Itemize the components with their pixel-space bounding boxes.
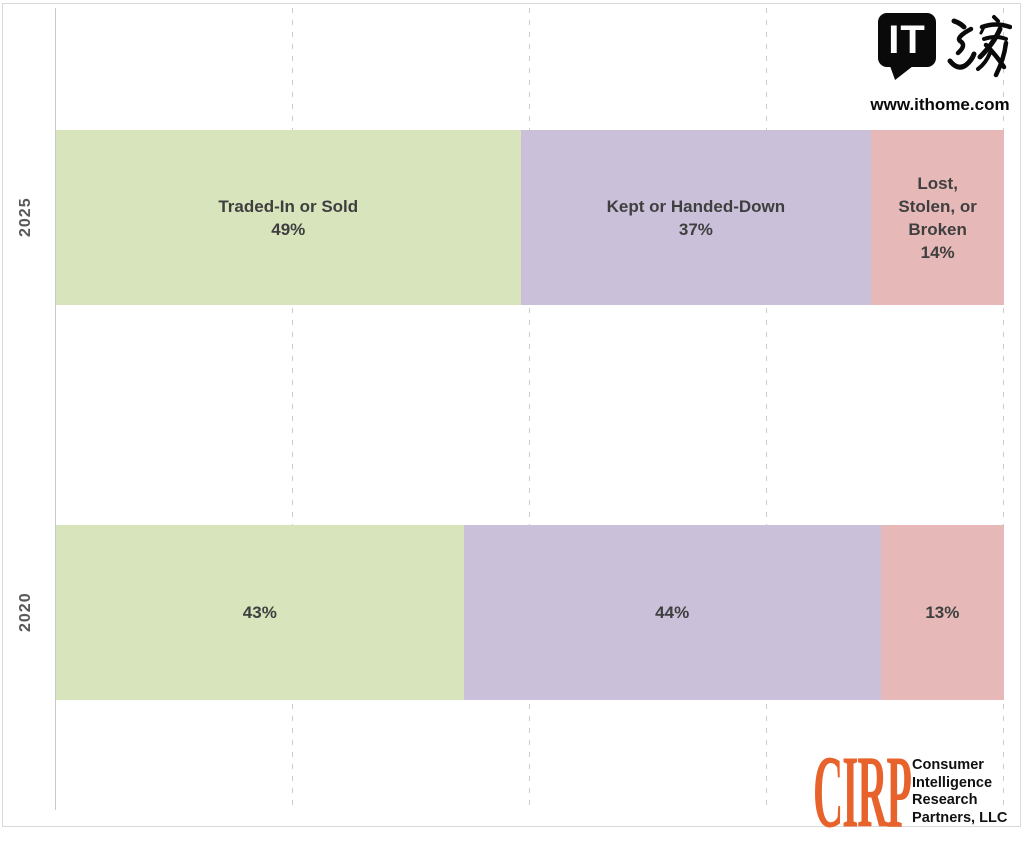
- cirp-name-line: Consumer: [912, 756, 984, 773]
- segment-value: 44%: [655, 603, 690, 622]
- segment-value: 43%: [242, 603, 277, 622]
- segment-2025-traded-in-or-sold: Traded-In or Sold 49%: [56, 130, 521, 305]
- ithome-url: www.ithome.com: [870, 95, 1010, 114]
- segment-value: 14%: [920, 242, 955, 262]
- ithome-zhijia-characters-icon: [947, 15, 1012, 78]
- gridline-100pct: [1003, 8, 1004, 810]
- cirp-company-name: Consumer Intelligence Research Partners,…: [912, 756, 1007, 826]
- ithome-bubble-tail-icon: [890, 66, 913, 80]
- segment-2020-lost-stolen-broken: 13%: [880, 525, 1004, 700]
- ithome-logo-row: IT: [868, 13, 1012, 81]
- cirp-name-line: Partners, LLC: [912, 808, 1008, 826]
- axis-label-2025: 2025: [17, 197, 34, 238]
- segment-value: 37%: [678, 219, 713, 239]
- segment-label-line: Traded-In or Sold: [218, 196, 359, 216]
- ithome-it-text: IT: [888, 17, 926, 62]
- bar-row-2025: Traded-In or Sold 49% Kept or Handed-Dow…: [56, 130, 1004, 305]
- segment-label: Traded-In or Sold 49%: [218, 195, 358, 241]
- cirp-name-line: Research: [912, 791, 978, 808]
- segment-label: 43%: [243, 601, 277, 624]
- segment-label-line: Lost,: [917, 173, 958, 193]
- plot-area: Traded-In or Sold 49% Kept or Handed-Dow…: [55, 8, 1004, 810]
- segment-label: Kept or Handed-Down 37%: [607, 195, 786, 241]
- segment-label-line: Broken: [908, 219, 967, 239]
- cirp-acronym: CIRP: [813, 736, 912, 850]
- cirp-logo: CIRP Consumer Intelligence Research Part…: [813, 736, 1011, 850]
- gridline-25pct: [292, 8, 293, 810]
- gridline-50pct: [529, 8, 530, 810]
- segment-2025-kept-or-handed-down: Kept or Handed-Down 37%: [520, 130, 872, 305]
- segment-value: 49%: [271, 219, 306, 239]
- ithome-logo: IT www.ithome.com: [868, 13, 1012, 115]
- segment-label-line: Stolen, or: [898, 196, 977, 216]
- segment-label: 13%: [925, 601, 959, 624]
- cirp-name-line: Intelligence: [912, 773, 993, 791]
- axis-label-2020: 2020: [17, 592, 34, 633]
- segment-label-line: Kept or Handed-Down: [606, 196, 786, 216]
- segment-label: 44%: [655, 601, 689, 624]
- bar-row-2020: 43% 44% 13%: [56, 525, 1004, 700]
- segment-2025-lost-stolen-broken: Lost, Stolen, or Broken 14%: [871, 130, 1004, 305]
- gridline-75pct: [766, 8, 767, 810]
- segment-2020-traded-in-or-sold: 43%: [56, 525, 464, 700]
- segment-2020-kept-or-handed-down: 44%: [463, 525, 881, 700]
- segment-value: 13%: [925, 603, 960, 622]
- ithome-it-bubble: IT: [878, 13, 936, 67]
- segment-label: Lost, Stolen, or Broken 14%: [898, 172, 976, 264]
